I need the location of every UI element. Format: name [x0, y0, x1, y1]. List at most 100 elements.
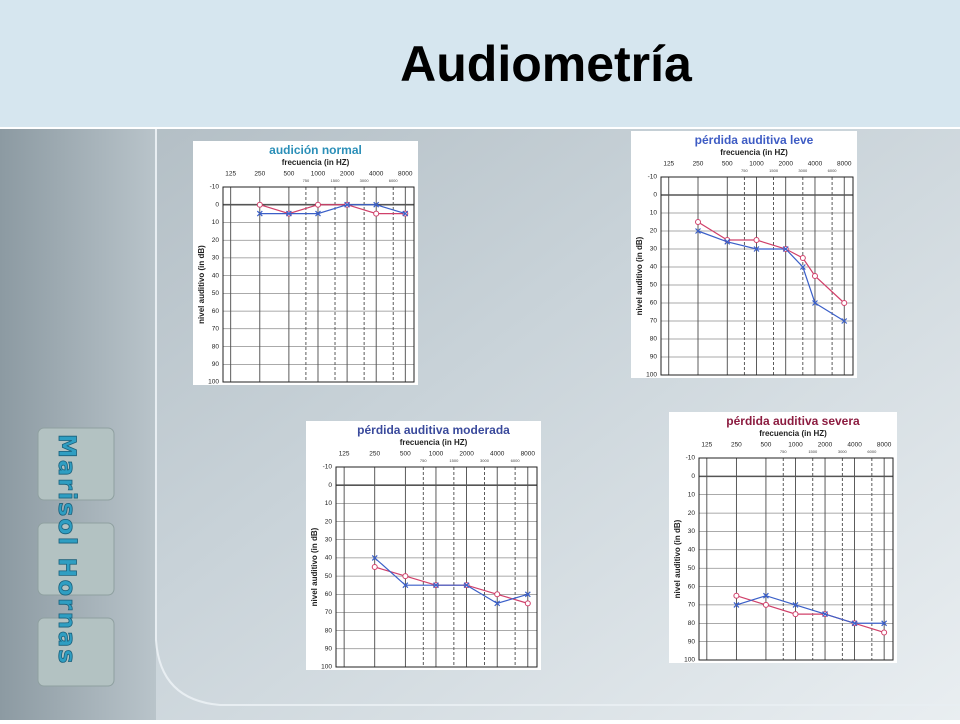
chart-title: pérdida auditiva severa: [726, 414, 860, 428]
y-tick-label: 60: [688, 583, 696, 590]
point-marker: [724, 238, 731, 245]
x-minor-tick-label: 3000: [480, 458, 490, 463]
point-marker: [344, 201, 351, 208]
series-line: [374, 557, 528, 605]
x-minor-tick-label: 6000: [511, 458, 521, 463]
x-tick-label: 500: [283, 171, 294, 178]
point-marker: [762, 601, 769, 608]
x-tick-label: 4000: [808, 161, 823, 168]
x-tick-label: 250: [369, 451, 380, 458]
x-minor-tick-label: 3000: [798, 168, 808, 173]
chart-title: audición normal: [269, 143, 362, 157]
y-tick-label: 50: [688, 565, 696, 572]
slide-title: Audiometría: [400, 36, 693, 92]
series-line: [259, 204, 406, 215]
x-tick-label: 250: [693, 161, 704, 168]
point-marker: [792, 601, 799, 608]
x-tick-label: 125: [339, 451, 350, 458]
plot-frame: [660, 176, 854, 376]
y-tick-label: 80: [325, 627, 333, 634]
y-tick-label: 30: [688, 528, 696, 535]
y-tick-label: 30: [650, 246, 658, 253]
x-tick-label: 250: [731, 442, 742, 449]
y-tick-label: 60: [325, 591, 333, 598]
x-tick-label: 1000: [788, 442, 803, 449]
point-marker: [373, 201, 380, 208]
y-tick-label: 10: [650, 210, 658, 217]
plot-frame: [698, 457, 894, 661]
x-minor-tick-label: 6000: [389, 178, 399, 183]
point-marker: [314, 201, 321, 208]
x-minor-tick-label: 1500: [808, 449, 818, 454]
x-tick-label: 8000: [398, 171, 413, 178]
x-axis-label: frecuencia (in HZ): [282, 158, 350, 167]
y-tick-label: 40: [650, 264, 658, 271]
y-tick-label: 40: [325, 555, 333, 562]
y-tick-label: 60: [650, 300, 658, 307]
y-tick-label: 70: [212, 326, 220, 333]
y-tick-label: 10: [325, 500, 333, 507]
x-tick-label: 1000: [311, 171, 326, 178]
y-tick-label: 70: [688, 602, 696, 609]
x-tick-label: 2000: [340, 171, 355, 178]
point-marker: [792, 611, 799, 618]
point-marker: [763, 592, 769, 599]
y-tick-label: 70: [650, 318, 658, 325]
point-marker: [256, 210, 263, 217]
y-tick-label: 0: [328, 482, 332, 489]
y-tick-label: 80: [688, 620, 696, 627]
y-tick-label: 100: [208, 379, 219, 386]
point-marker: [373, 210, 380, 217]
point-marker: [285, 210, 292, 217]
plot-frame: [222, 186, 415, 383]
x-minor-tick-label: 1500: [449, 458, 459, 463]
point-marker: [782, 246, 789, 252]
point-marker: [524, 591, 531, 598]
point-marker: [315, 210, 321, 217]
x-tick-label: 4000: [847, 442, 862, 449]
y-tick-label: 20: [650, 228, 658, 235]
y-axis-label: nivel auditivo (in dB): [197, 245, 206, 324]
y-tick-label: 100: [321, 664, 332, 671]
point-marker: [402, 582, 409, 589]
x-minor-tick-label: 3000: [360, 178, 370, 183]
y-tick-label: 40: [212, 272, 220, 279]
point-marker: [463, 582, 470, 589]
x-minor-tick-label: 1500: [769, 168, 779, 173]
y-tick-label: 20: [212, 237, 220, 244]
y-tick-label: 50: [325, 573, 333, 580]
y-tick-label: 20: [688, 510, 696, 517]
x-tick-label: 2000: [818, 442, 833, 449]
y-tick-label: 100: [684, 657, 695, 664]
point-marker: [811, 273, 818, 279]
point-marker: [433, 582, 439, 589]
y-tick-label: 50: [650, 282, 658, 289]
x-minor-tick-label: 3000: [838, 449, 848, 454]
point-marker: [799, 255, 806, 261]
chart-title: pérdida auditiva leve: [695, 133, 814, 147]
name-box: [37, 427, 115, 501]
x-tick-label: 1000: [749, 161, 764, 168]
y-tick-label: 90: [212, 361, 220, 368]
x-tick-label: 8000: [521, 451, 536, 458]
x-tick-label: 250: [254, 171, 265, 178]
point-marker: [822, 611, 828, 618]
x-tick-label: 8000: [837, 161, 852, 168]
y-tick-label: 30: [325, 536, 333, 543]
x-minor-tick-label: 1500: [331, 178, 341, 183]
x-minor-tick-label: 750: [741, 168, 748, 173]
y-tick-label: 80: [650, 336, 658, 343]
y-axis-label: nivel auditivo (in dB): [635, 236, 644, 315]
point-marker: [841, 300, 848, 306]
header-band: [0, 0, 960, 128]
x-tick-label: 125: [225, 171, 236, 178]
y-tick-label: 0: [215, 201, 219, 208]
name-box: [37, 522, 115, 596]
panel-edge: [155, 128, 960, 706]
y-tick-label: 0: [691, 473, 695, 480]
point-marker: [753, 246, 760, 252]
y-tick-label: -10: [686, 455, 696, 462]
y-axis-label: nivel auditivo (in dB): [310, 527, 319, 606]
series-line: [736, 595, 885, 624]
